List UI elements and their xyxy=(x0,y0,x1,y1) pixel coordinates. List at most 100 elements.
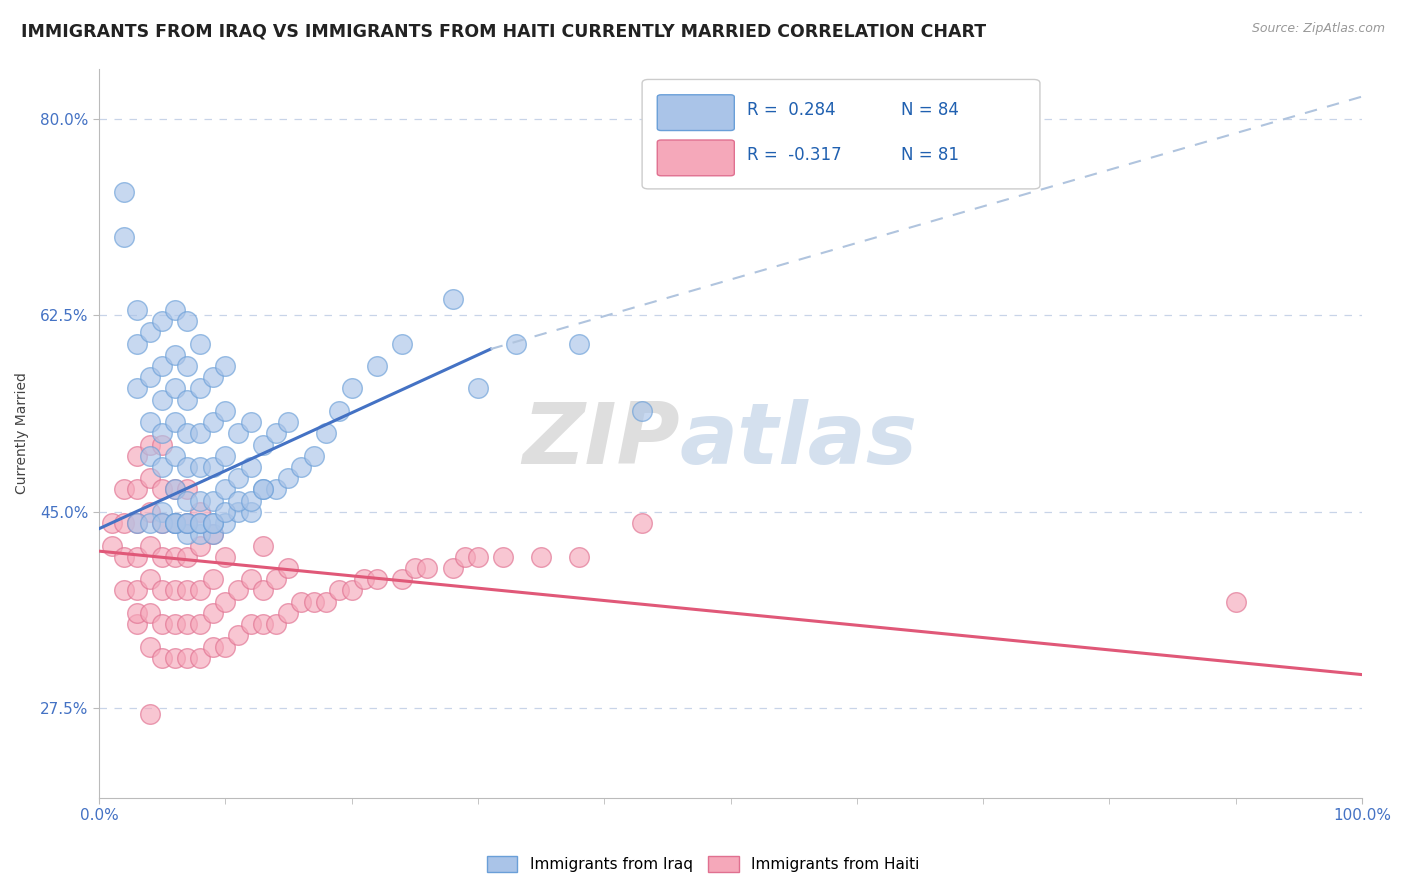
Point xyxy=(214,549,236,564)
Point xyxy=(176,583,198,598)
Point xyxy=(340,381,363,395)
Point xyxy=(138,539,160,553)
Point xyxy=(226,471,249,485)
Point xyxy=(125,449,148,463)
Point xyxy=(150,650,173,665)
Point xyxy=(163,583,186,598)
Point xyxy=(176,617,198,632)
Point xyxy=(138,326,160,340)
Point xyxy=(631,404,654,418)
Point xyxy=(112,549,135,564)
Point xyxy=(112,583,135,598)
Point xyxy=(252,583,274,598)
Point xyxy=(366,572,388,586)
Point xyxy=(188,336,211,351)
Point xyxy=(188,516,211,530)
Point xyxy=(138,516,160,530)
Point xyxy=(201,516,224,530)
Point xyxy=(176,516,198,530)
Point xyxy=(188,505,211,519)
Point xyxy=(112,230,135,244)
Point xyxy=(239,460,262,475)
Point xyxy=(505,336,527,351)
Text: N = 81: N = 81 xyxy=(901,146,959,164)
Point xyxy=(176,493,198,508)
Point xyxy=(125,483,148,497)
Point xyxy=(441,292,464,306)
Point xyxy=(125,302,148,317)
Point xyxy=(138,572,160,586)
Point xyxy=(201,493,224,508)
Point xyxy=(163,549,186,564)
Point xyxy=(252,539,274,553)
Text: N = 84: N = 84 xyxy=(901,101,959,120)
Point xyxy=(492,549,515,564)
Point xyxy=(201,640,224,654)
Point xyxy=(176,359,198,373)
Point xyxy=(264,617,287,632)
Point xyxy=(239,572,262,586)
Point xyxy=(163,483,186,497)
Point xyxy=(391,336,413,351)
Text: ZIP: ZIP xyxy=(523,399,681,482)
Point xyxy=(188,381,211,395)
Point xyxy=(125,516,148,530)
Point xyxy=(214,359,236,373)
Point xyxy=(201,370,224,384)
Point xyxy=(112,483,135,497)
Point xyxy=(150,359,173,373)
Point xyxy=(125,336,148,351)
Point xyxy=(138,370,160,384)
Point xyxy=(188,527,211,541)
Point xyxy=(467,381,489,395)
Point xyxy=(214,483,236,497)
Point xyxy=(328,404,350,418)
Point xyxy=(201,606,224,620)
Point xyxy=(163,449,186,463)
Point xyxy=(125,606,148,620)
Point xyxy=(150,483,173,497)
Point xyxy=(302,594,325,608)
Point xyxy=(138,437,160,451)
Text: R =  0.284: R = 0.284 xyxy=(747,101,835,120)
Point xyxy=(163,381,186,395)
Point xyxy=(163,516,186,530)
Point xyxy=(239,617,262,632)
Point xyxy=(163,516,186,530)
Point xyxy=(188,460,211,475)
Point xyxy=(214,449,236,463)
Point xyxy=(150,460,173,475)
Point xyxy=(214,594,236,608)
Point xyxy=(226,493,249,508)
Point xyxy=(214,404,236,418)
Point xyxy=(201,415,224,429)
Point xyxy=(568,336,591,351)
Point xyxy=(264,572,287,586)
Point xyxy=(138,449,160,463)
Point xyxy=(252,437,274,451)
Point xyxy=(277,415,299,429)
Point xyxy=(150,617,173,632)
Legend: Immigrants from Iraq, Immigrants from Haiti: Immigrants from Iraq, Immigrants from Ha… xyxy=(479,848,927,880)
Point xyxy=(214,640,236,654)
Point xyxy=(138,471,160,485)
Point xyxy=(176,426,198,441)
Point xyxy=(176,516,198,530)
Point xyxy=(163,302,186,317)
Point xyxy=(176,483,198,497)
Point xyxy=(150,426,173,441)
Point xyxy=(176,549,198,564)
Point xyxy=(138,505,160,519)
Point xyxy=(163,348,186,362)
Point xyxy=(416,561,439,575)
Point xyxy=(530,549,553,564)
Point xyxy=(391,572,413,586)
Point xyxy=(138,640,160,654)
Point xyxy=(214,505,236,519)
Point xyxy=(226,628,249,642)
Point xyxy=(163,516,186,530)
Point xyxy=(239,415,262,429)
Point xyxy=(315,426,337,441)
FancyBboxPatch shape xyxy=(657,140,734,176)
Point xyxy=(150,549,173,564)
